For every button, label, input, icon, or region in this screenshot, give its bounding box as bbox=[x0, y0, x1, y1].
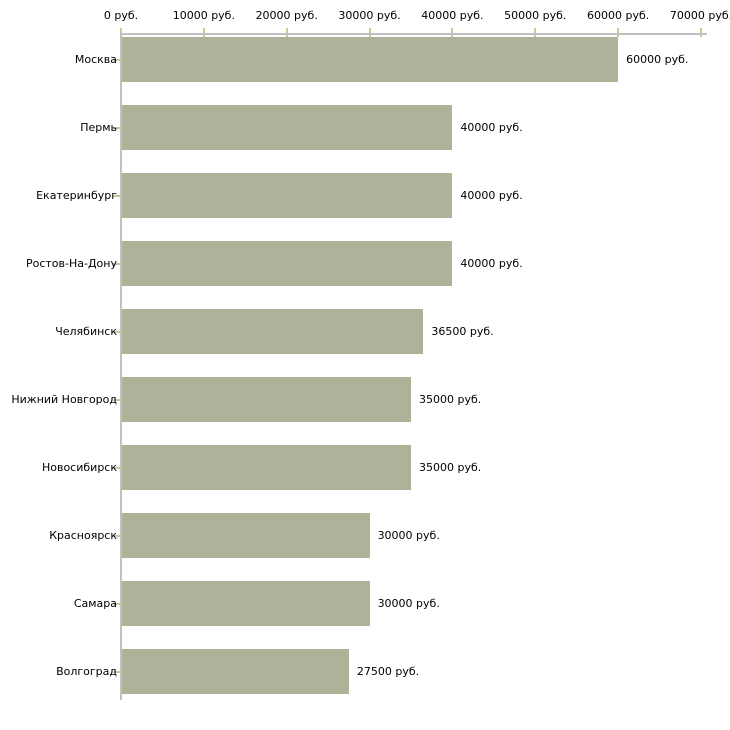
value-label: 30000 руб. bbox=[377, 528, 440, 542]
x-axis-tick bbox=[120, 28, 122, 37]
category-label: Нижний Новгород bbox=[11, 392, 117, 406]
bar bbox=[121, 377, 411, 422]
value-label: 30000 руб. bbox=[377, 596, 440, 610]
category-tick bbox=[113, 534, 120, 537]
value-label: 40000 руб. bbox=[460, 188, 523, 202]
x-axis-tick-label: 40000 руб. bbox=[421, 9, 484, 22]
x-axis-tick bbox=[368, 28, 371, 37]
category-tick bbox=[113, 126, 120, 129]
x-axis-tick bbox=[285, 28, 288, 37]
category-label: Самара bbox=[73, 596, 117, 610]
category-tick bbox=[113, 330, 120, 333]
category-label: Екатеринбург bbox=[36, 188, 117, 202]
category-label: Красноярск bbox=[49, 528, 117, 542]
x-axis-tick-label: 60000 руб. bbox=[587, 9, 650, 22]
value-label: 35000 руб. bbox=[418, 460, 482, 474]
value-label: 27500 руб. bbox=[356, 664, 420, 678]
category-label: Пермь bbox=[80, 120, 117, 134]
category-tick bbox=[113, 602, 120, 605]
bar bbox=[121, 309, 424, 354]
category-label: Волгоград bbox=[56, 664, 117, 678]
x-axis-tick bbox=[699, 28, 702, 37]
value-label: 40000 руб. bbox=[460, 120, 523, 134]
category-label: Челябинск bbox=[55, 324, 117, 338]
x-axis-tick-label: 10000 руб. bbox=[172, 9, 235, 22]
value-label: 35000 руб. bbox=[418, 392, 482, 406]
x-axis-tick-label: 50000 руб. bbox=[504, 9, 567, 22]
category-tick bbox=[113, 262, 120, 265]
bar bbox=[121, 37, 619, 82]
x-axis-tick bbox=[202, 28, 205, 37]
x-axis-tick bbox=[534, 28, 537, 37]
category-tick bbox=[113, 670, 120, 673]
x-axis-tick bbox=[451, 28, 454, 37]
x-axis-line bbox=[120, 33, 707, 35]
bar bbox=[121, 649, 349, 694]
category-tick bbox=[113, 466, 120, 469]
value-label: 36500 руб. bbox=[431, 324, 494, 338]
bar bbox=[121, 105, 453, 150]
bar bbox=[121, 513, 370, 558]
value-label: 40000 руб. bbox=[460, 256, 523, 270]
bar bbox=[121, 581, 370, 626]
x-axis-tick-label: 0 руб. bbox=[103, 9, 139, 22]
category-tick bbox=[113, 398, 120, 401]
bar bbox=[121, 173, 453, 218]
bar bbox=[121, 445, 411, 490]
x-axis-tick-label: 20000 руб. bbox=[255, 9, 318, 22]
x-axis-tick-label: 30000 руб. bbox=[338, 9, 401, 22]
category-label: Москва bbox=[74, 52, 117, 66]
bar bbox=[121, 241, 453, 286]
x-axis-tick bbox=[617, 28, 620, 37]
category-tick bbox=[113, 194, 120, 197]
y-axis-line bbox=[120, 33, 122, 700]
category-tick bbox=[113, 58, 120, 61]
category-label: Новосибирск bbox=[41, 460, 117, 474]
category-label: Ростов-На-Дону bbox=[25, 256, 117, 270]
x-axis-tick-label: 70000 руб. bbox=[669, 9, 730, 22]
value-label: 60000 руб. bbox=[626, 52, 689, 66]
